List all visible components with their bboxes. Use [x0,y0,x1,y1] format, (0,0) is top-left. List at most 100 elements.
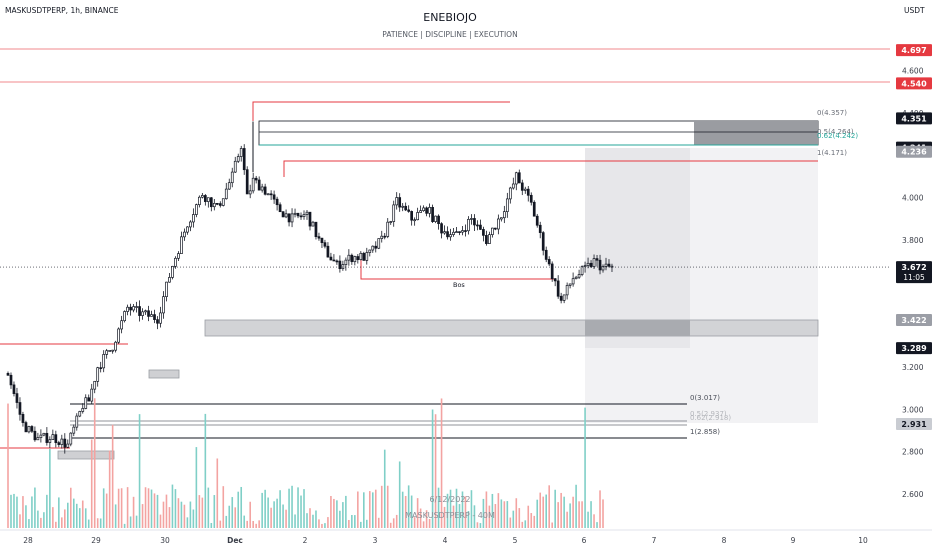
candle-body [269,193,273,196]
candle-body [443,231,446,234]
y-tick-label: 2.600 [902,490,924,499]
candle-body [422,207,425,212]
price-badge[interactable]: 2.931 [896,417,932,430]
candle-body [105,350,109,355]
price-badge[interactable]: 3.289 [896,342,932,355]
volume-bar [437,487,440,528]
volume-bar [285,509,287,528]
candle-body [335,260,339,263]
volume-bar [276,498,278,528]
volume-bar [569,503,571,528]
candle-body [437,215,440,225]
price-badge[interactable]: 4.351 [896,112,932,125]
volume-bar [49,448,51,528]
volume-bar [43,512,45,528]
candle-body [389,221,393,223]
volume-bar [395,514,398,528]
candle-body [42,432,46,436]
volume-bar [312,514,314,528]
candle-body [425,207,428,214]
candle-body [165,281,168,297]
fib-label: 0.62(2.918) [690,414,731,422]
candle-body [535,215,539,226]
price-badge-label: 3.289 [901,344,927,353]
volume-bar [297,487,299,528]
volume-bar [309,508,311,528]
volume-bar [141,504,144,528]
price-badge-bg [896,314,932,327]
volume-bar [219,520,222,528]
volume-bar [327,517,329,528]
supply-zone-fill [694,121,818,145]
volume-bar [246,520,248,528]
x-tick-label: 8 [722,536,727,545]
price-badge[interactable]: 3.422 [896,314,932,327]
candle-body [36,437,40,441]
volume-bar [515,498,518,528]
candle-body [239,148,243,157]
volume-bar [34,487,36,528]
volume-bar [533,515,536,528]
volume-bar [587,511,589,528]
candle-body [413,219,416,222]
volume-bar [557,502,559,528]
watermark-date: 6/12/2022 [429,495,470,504]
volume-bar [126,487,129,528]
volume-bar [96,518,99,528]
candle-body [479,224,482,230]
price-badge[interactable]: 4.236 [896,145,932,158]
volume-bar [300,495,302,528]
volume-bar [416,498,419,528]
candle-body [377,238,381,249]
x-tick-label: 3 [373,536,378,545]
volume-bar [354,515,356,528]
candle-body [195,204,198,215]
fib-one-line[interactable] [283,160,818,177]
volume-bar [410,495,413,528]
candle-body [6,373,10,376]
candle-body [368,249,372,253]
candle-body [63,438,67,448]
demand-zone [204,319,819,337]
volume-bar [366,519,368,528]
volume-bar [503,501,506,528]
volume-bar [222,486,225,528]
volume-bar [72,498,75,528]
volume-bar [22,496,24,528]
price-badge[interactable]: 4.697 [896,44,932,57]
candle-body [117,328,120,343]
chart-subtitle: PATIENCE | DISCIPLINE | EXECUTION [382,30,517,39]
volume-bar [78,508,81,528]
volume-bar [153,493,156,528]
volume-bar [186,517,189,528]
candle-body [189,221,192,228]
volume-bar [225,515,228,528]
candle-body [201,195,204,198]
candle-body [350,254,354,263]
volume-bar [171,484,174,528]
candle-body [383,235,387,238]
volume-bar [455,488,458,528]
x-tick-label: 4 [443,536,448,545]
candle-body [511,183,515,189]
candle-body [15,393,19,403]
volume-bar [13,493,15,528]
candle-body [395,197,399,206]
volume-bar [228,505,231,528]
candle-body [290,213,294,223]
volume-bar [318,519,320,528]
candle-body [75,415,79,428]
price-badge[interactable]: 4.540 [896,77,932,90]
volume-bar [554,489,556,528]
volume-bar [386,485,389,528]
candle-body [150,314,153,317]
high-marker[interactable] [252,101,510,121]
bos-line[interactable] [360,259,555,280]
candle-body [90,388,94,402]
price-badge-label: 4.540 [901,79,927,88]
chart-title: ENEBIOJO [423,11,477,24]
candle-body [407,209,411,212]
volume-bar [545,494,547,528]
